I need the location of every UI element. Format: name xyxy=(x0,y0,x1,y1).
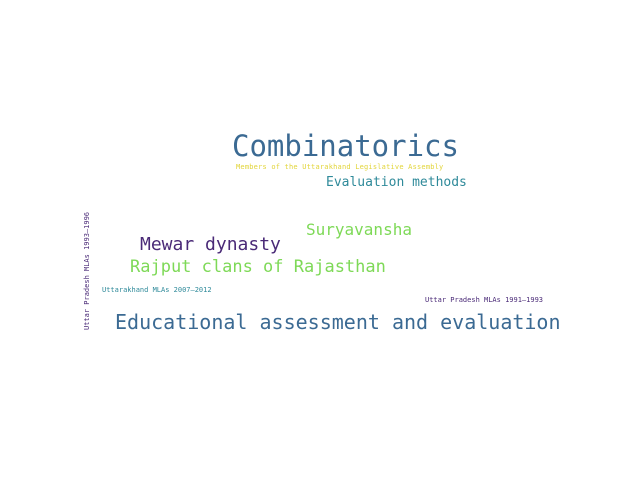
word-suryavansha: Suryavansha xyxy=(306,220,412,239)
word-uttarakhand-mlas-2007-2012: Uttarakhand MLAs 2007–2012 xyxy=(102,286,212,294)
word-uttar-pradesh-mlas-1993-1996: Uttar Pradesh MLAs 1993–1996 xyxy=(83,211,91,330)
word-members-uttarakhand-legislative-assembly: Members of the Uttarakhand Legislative A… xyxy=(236,163,444,171)
word-educational-assessment-and-evaluation: Educational assessment and evaluation xyxy=(115,310,561,334)
word-uttar-pradesh-mlas-1991-1993: Uttar Pradesh MLAs 1991–1993 xyxy=(425,296,544,304)
word-combinatorics: Combinatorics xyxy=(232,129,459,163)
word-evaluation-methods: Evaluation methods xyxy=(326,175,467,190)
word-mewar-dynasty: Mewar dynasty xyxy=(140,234,281,255)
word-rajput-clans-of-rajasthan: Rajput clans of Rajasthan xyxy=(130,257,386,277)
